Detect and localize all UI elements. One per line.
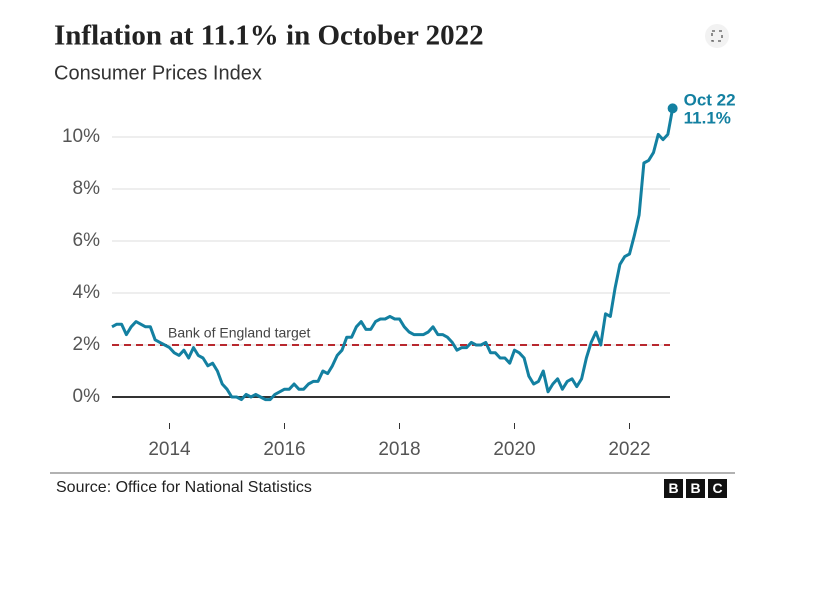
y-tick-label: 2%: [73, 334, 101, 355]
target-label: Bank of England target: [168, 325, 311, 341]
y-tick-label: 8%: [73, 178, 101, 199]
share-button[interactable]: [705, 24, 729, 48]
x-tick-label: 2014: [148, 439, 191, 460]
end-annotation: 11.1%: [684, 108, 731, 127]
y-tick-label: 0%: [73, 386, 101, 407]
chart-subtitle: Consumer Prices Index: [54, 62, 262, 84]
share-glyph: [711, 30, 723, 42]
y-tick-label: 6%: [73, 230, 101, 251]
logo-block: [686, 479, 705, 498]
x-tick-label: 2018: [378, 439, 420, 460]
y-tick-label: 4%: [73, 282, 101, 303]
logo-letter: B: [690, 480, 700, 496]
end-point: [667, 103, 678, 114]
end-annotation: Oct 22: [684, 90, 736, 109]
x-tick-label: 2020: [493, 439, 535, 460]
logo-block: [664, 479, 683, 498]
cpi-line: [111, 108, 675, 402]
share-icon[interactable]: [705, 24, 729, 48]
logo-letter: B: [668, 480, 678, 496]
y-tick-label: 10%: [62, 126, 100, 147]
x-tick-label: 2022: [608, 439, 650, 460]
x-tick-label: 2016: [263, 439, 305, 460]
source-note: Source: Office for National Statistics: [56, 479, 312, 496]
chart-title: Inflation at 11.1% in October 2022: [54, 20, 484, 52]
logo-letter: C: [712, 480, 722, 496]
logo-block: [708, 479, 727, 498]
